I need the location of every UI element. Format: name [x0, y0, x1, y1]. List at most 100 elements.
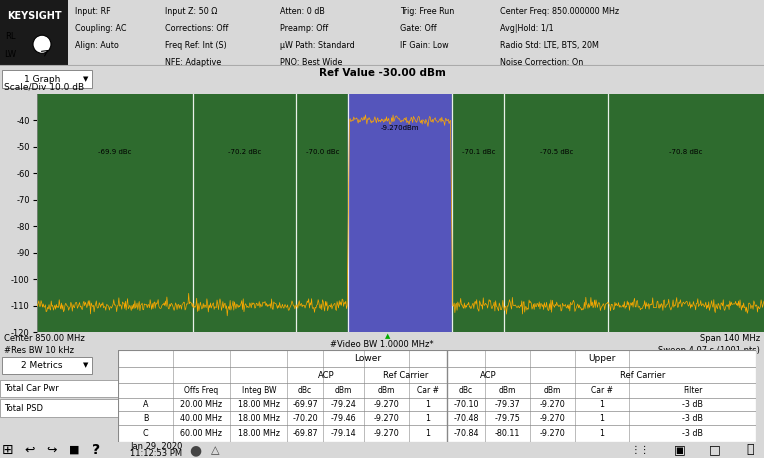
FancyBboxPatch shape: [0, 380, 250, 398]
Text: dBm: dBm: [377, 386, 395, 395]
Text: -70.0 dBc: -70.0 dBc: [306, 149, 339, 155]
Text: -3 dB: -3 dB: [682, 429, 703, 438]
Text: ---: ---: [160, 404, 169, 413]
Text: A: A: [143, 400, 148, 409]
Text: -9.270: -9.270: [374, 414, 400, 423]
Text: 18.00 MHz: 18.00 MHz: [238, 400, 280, 409]
Text: PNO: Best Wide: PNO: Best Wide: [280, 58, 342, 67]
Text: Trig: Free Run: Trig: Free Run: [400, 6, 455, 16]
Text: Offs Freq: Offs Freq: [184, 386, 219, 395]
Text: ▼: ▼: [83, 76, 89, 82]
Text: RL: RL: [5, 32, 15, 41]
Text: Avg|Hold: 1/1: Avg|Hold: 1/1: [500, 24, 554, 33]
Text: ▲: ▲: [385, 333, 390, 339]
Text: △: △: [211, 445, 219, 455]
Text: ↪: ↪: [47, 443, 57, 457]
Text: ●: ●: [189, 443, 201, 457]
Text: Freq Ref: Int (S): Freq Ref: Int (S): [165, 41, 227, 50]
Text: Scale/Div 10.0 dB: Scale/Div 10.0 dB: [4, 83, 84, 92]
Text: ▼: ▼: [83, 362, 89, 368]
Text: -9.270: -9.270: [374, 400, 400, 409]
Text: Align: Auto: Align: Auto: [75, 41, 119, 50]
Ellipse shape: [33, 35, 51, 53]
Bar: [608, 94, 764, 332]
Text: -70.1 dBc: -70.1 dBc: [461, 149, 495, 155]
Text: -3 dB: -3 dB: [682, 414, 703, 423]
Text: Center Freq: 850.000000 MHz: Center Freq: 850.000000 MHz: [500, 6, 619, 16]
Text: -69.97: -69.97: [292, 400, 318, 409]
FancyBboxPatch shape: [2, 357, 92, 374]
Text: 2 Metrics: 2 Metrics: [21, 361, 63, 370]
Text: ACP: ACP: [317, 371, 334, 380]
Text: -3 dB: -3 dB: [682, 400, 703, 409]
Text: -70.2 dBc: -70.2 dBc: [228, 149, 261, 155]
Text: 18.00 MHz: 18.00 MHz: [238, 429, 280, 438]
Text: -70.20: -70.20: [292, 414, 318, 423]
Text: 1: 1: [599, 414, 604, 423]
Text: ■: ■: [69, 445, 79, 455]
Text: -70.84: -70.84: [453, 429, 479, 438]
Text: -79.46: -79.46: [331, 414, 356, 423]
Text: Jan 29, 2020: Jan 29, 2020: [130, 442, 183, 451]
Text: Span 140 MHz: Span 140 MHz: [700, 334, 760, 343]
Text: dBc: dBc: [298, 386, 312, 395]
Text: dBm: dBm: [335, 386, 352, 395]
Text: #Video BW 1.0000 MHz*: #Video BW 1.0000 MHz*: [330, 340, 434, 349]
Bar: [296, 94, 348, 332]
Text: Total Car Pwr: Total Car Pwr: [4, 384, 59, 393]
Text: Ref Carrier: Ref Carrier: [383, 371, 428, 380]
Text: 11:12:53 PM: 11:12:53 PM: [130, 449, 182, 458]
Text: -70.10: -70.10: [453, 400, 479, 409]
Text: ↩: ↩: [24, 443, 35, 457]
Text: 60.00 MHz: 60.00 MHz: [180, 429, 222, 438]
Text: Ref Value -30.00 dBm: Ref Value -30.00 dBm: [319, 68, 445, 78]
Text: Radio Std: LTE, BTS, 20M: Radio Std: LTE, BTS, 20M: [500, 41, 599, 50]
Text: NFE: Adaptive: NFE: Adaptive: [165, 58, 222, 67]
FancyBboxPatch shape: [0, 399, 250, 417]
Text: -70.5 dBc: -70.5 dBc: [539, 149, 573, 155]
Text: C: C: [143, 429, 148, 438]
Text: 1: 1: [599, 400, 604, 409]
Text: dBm: dBm: [499, 386, 516, 395]
Text: -9.270: -9.270: [374, 429, 400, 438]
Bar: [504, 94, 608, 332]
Text: ⤢: ⤢: [746, 443, 754, 457]
Text: Integ BW: Integ BW: [241, 386, 276, 395]
Text: -69.87: -69.87: [292, 429, 318, 438]
Text: 1: 1: [599, 429, 604, 438]
Text: Car #: Car #: [591, 386, 613, 395]
Text: -70.8 dBc: -70.8 dBc: [669, 149, 703, 155]
Text: Lower: Lower: [354, 354, 380, 363]
Text: -70.48: -70.48: [453, 414, 479, 423]
Text: 1: 1: [426, 414, 430, 423]
Text: -9.270: -9.270: [539, 414, 565, 423]
Text: Preamp: Off: Preamp: Off: [280, 24, 329, 33]
Text: Corrections: Off: Corrections: Off: [165, 24, 228, 33]
FancyBboxPatch shape: [118, 350, 756, 442]
Text: KEYSIGHT: KEYSIGHT: [7, 11, 61, 21]
Text: ⊞: ⊞: [2, 443, 14, 457]
Text: ▣: ▣: [674, 443, 686, 457]
Text: Total PSD: Total PSD: [4, 404, 43, 413]
Text: Gate: Off: Gate: Off: [400, 24, 436, 33]
Text: LW: LW: [4, 50, 16, 59]
Text: ⋮⋮: ⋮⋮: [630, 445, 649, 455]
Text: -9.270: -9.270: [539, 429, 565, 438]
Text: μW Path: Standard: μW Path: Standard: [280, 41, 354, 50]
Text: -79.37: -79.37: [494, 400, 520, 409]
Text: Coupling: AC: Coupling: AC: [75, 24, 127, 33]
Text: Filter: Filter: [683, 386, 702, 395]
Text: -9.270dBm: -9.270dBm: [381, 125, 419, 131]
FancyBboxPatch shape: [2, 71, 92, 88]
Text: -69.9 dBc: -69.9 dBc: [98, 149, 131, 155]
Text: Sweep 4.07 s (1001 pts): Sweep 4.07 s (1001 pts): [658, 346, 760, 354]
Text: Upper: Upper: [588, 354, 615, 363]
Bar: [37, 94, 193, 332]
Text: ?: ?: [92, 443, 100, 457]
Bar: [0, 0, 68, 66]
Text: Car #: Car #: [417, 386, 439, 395]
Text: B: B: [143, 414, 148, 423]
Text: Input: RF: Input: RF: [75, 6, 111, 16]
Text: Input Z: 50 Ω: Input Z: 50 Ω: [165, 6, 218, 16]
Text: #Res BW 10 kHz: #Res BW 10 kHz: [4, 346, 74, 354]
